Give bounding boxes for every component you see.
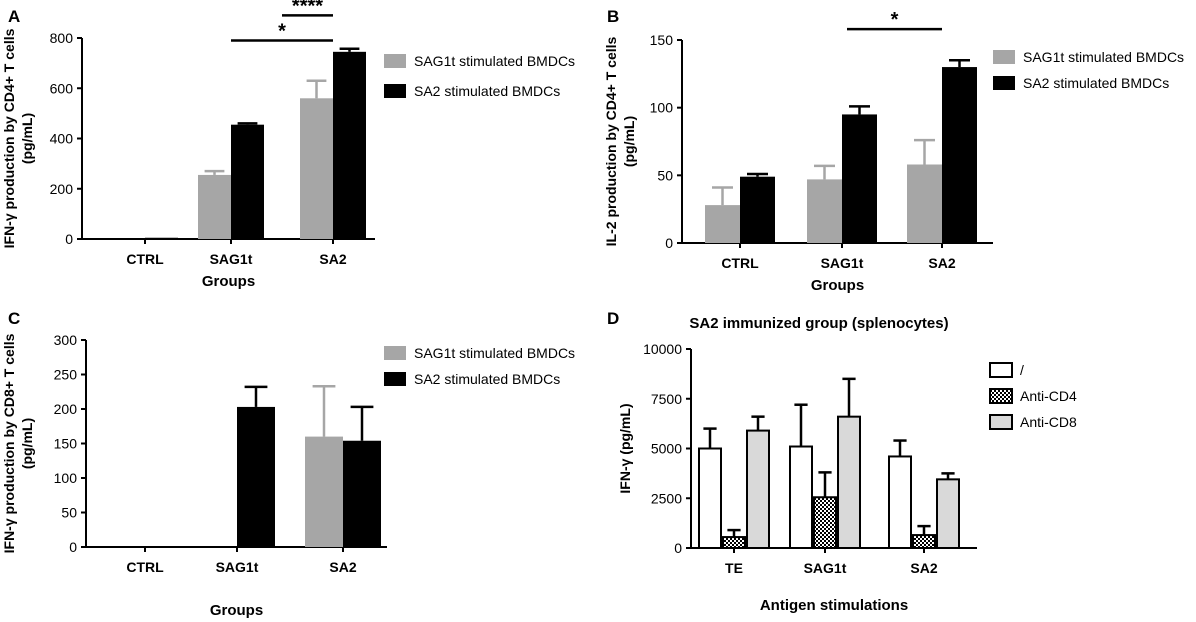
panel-d-x-axis-label: Antigen stimulations	[760, 597, 908, 614]
chart-panel-c: 0 50 100 150 200 250 300 CTRL SAG1t SA2 Groups IFN-…	[1, 332, 575, 619]
panel-c-legend-label-sa2-stimulated-bmdcs: SA2 stimulated BMDCs	[414, 371, 560, 387]
panel-a-bar-sag1t-stimulated-bmdcs-sa2	[300, 98, 333, 239]
panel-c-x-tick-label-sa2: SA2	[329, 559, 356, 575]
panel-c-bar-sag1t-stimulated-bmdcs-sa2	[305, 436, 343, 547]
panel-b-bar-sa2-stimulated-bmdcs-sa2	[942, 67, 977, 243]
panel-d-bar-anti-cd8-sag1t	[837, 415, 861, 549]
panel-a-x-tick-label-sag1t: SAG1t	[210, 251, 253, 267]
panel-d-y-tick-label: 0	[674, 540, 682, 556]
panel-a-significance-label-1: ****	[292, 0, 323, 17]
panel-a-y-axis-label: IFN-γ production by CD4+ T cells	[1, 28, 17, 248]
panel-a-legend-label-sag1t-stimulated-bmdcs: SAG1t stimulated BMDCs	[414, 53, 575, 69]
panel-a-legend-swatch-sa2-stimulated-bmdcs	[384, 84, 406, 98]
panel-b-legend-swatch-sag1t-stimulated-bmdcs	[993, 50, 1015, 64]
panel-d-bar-anti-cd4-sag1t	[813, 496, 837, 550]
panel-d-bar-anti-cd8-sa2	[936, 478, 960, 549]
panel-a-bar-sag1t-stimulated-bmdcs-sag1t	[198, 174, 231, 239]
panel-label-c: C	[8, 309, 20, 328]
panel-d-bar-none-te	[698, 447, 722, 549]
panel-d-legend-label-anti-cd8: Anti-CD8	[1020, 414, 1077, 430]
panel-b-legend-label-sag1t-stimulated-bmdcs: SAG1t stimulated BMDCs	[1023, 49, 1184, 65]
panel-b-bar-sag1t-stimulated-bmdcs-sa2	[907, 164, 942, 243]
panel-c-x-axis-label: Groups	[210, 602, 263, 619]
panel-c-y-tick-label: 100	[54, 470, 78, 486]
panel-b-y-axis-label: (pg/mL)	[621, 116, 637, 167]
panel-b-y-tick-label: 100	[650, 100, 674, 116]
panel-d-bar-anti-cd4-te	[722, 536, 746, 549]
panel-c-y-axis-label: (pg/mL)	[19, 418, 35, 469]
panel-b-y-tick-label: 0	[665, 235, 673, 251]
panel-d-legend-swatch-anti-cd4	[989, 388, 1013, 404]
chart-panel-b: 0 50 100 150 CTRL SAG1t SA2 Groups IL-2 producti…	[603, 9, 1184, 294]
panel-b-y-axis-label: IL-2 production by CD4+ T cells	[603, 36, 619, 246]
panel-d-y-axis-label: IFN-γ (pg/mL)	[617, 403, 633, 493]
panel-label-d: D	[607, 309, 619, 328]
panel-c-y-tick-label: 50	[61, 505, 77, 521]
panel-c-y-tick-label: 150	[54, 436, 78, 452]
panel-b-x-tick-label-sa2: SA2	[928, 255, 955, 271]
panel-a-bar-sa2-stimulated-bmdcs-ctrl	[145, 237, 178, 239]
panel-a-bar-sa2-stimulated-bmdcs-sag1t	[231, 124, 264, 239]
panel-b-bar-sag1t-stimulated-bmdcs-sag1t	[807, 179, 842, 243]
panel-d-y-tick-label: 5000	[651, 441, 682, 457]
panel-b-significance-label-0: *	[891, 9, 899, 31]
panel-a-y-axis-label: (pg/mL)	[19, 113, 35, 164]
panel-c-legend-label-sag1t-stimulated-bmdcs: SAG1t stimulated BMDCs	[414, 345, 575, 361]
panel-a-y-tick-label: 600	[50, 80, 74, 96]
panel-c-bar-sa2-stimulated-bmdcs-sa2	[343, 440, 381, 547]
panel-d-y-tick-label: 7500	[651, 391, 682, 407]
panel-a-y-tick-label: 800	[50, 30, 74, 46]
panel-d-bar-none-sa2	[888, 455, 912, 549]
panel-c-x-tick-label-sag1t: SAG1t	[216, 559, 259, 575]
panel-a-legend-swatch-sag1t-stimulated-bmdcs	[384, 54, 406, 68]
panel-c-y-tick-label: 200	[54, 401, 78, 417]
panel-label-b: B	[607, 7, 619, 26]
panel-a-significance-label-0: *	[278, 21, 286, 43]
panel-a-y-tick-label: 0	[65, 231, 73, 247]
panel-c-legend-swatch-sa2-stimulated-bmdcs	[384, 372, 406, 386]
panel-c-bar-sa2-stimulated-bmdcs-sag1t	[237, 406, 275, 547]
chart-panel-d: SA2 immunized group (splenocytes) 0 2500 50…	[617, 315, 1077, 614]
panel-d-legend-swatch-anti-cd8	[989, 414, 1013, 430]
panel-b-x-tick-label-sag1t: SAG1t	[821, 255, 864, 271]
panel-d-bar-none-sag1t	[789, 445, 813, 550]
panel-a-x-axis-label: Groups	[202, 273, 255, 290]
panel-label-a: A	[8, 7, 20, 26]
panel-d-bar-anti-cd4-sa2	[912, 534, 936, 550]
panel-b-y-tick-label: 50	[657, 167, 673, 183]
panel-c-x-tick-label-ctrl: CTRL	[126, 559, 164, 575]
panel-a-y-tick-label: 200	[50, 181, 74, 197]
panel-d-x-tick-label-te: TE	[725, 560, 743, 576]
panel-d-legend-label-anti-cd4: Anti-CD4	[1020, 388, 1077, 404]
panel-a-legend-label-sa2-stimulated-bmdcs: SA2 stimulated BMDCs	[414, 83, 560, 99]
panel-b-bar-sag1t-stimulated-bmdcs-ctrl	[705, 205, 740, 243]
panel-a-y-tick-label: 400	[50, 131, 74, 147]
panel-a-x-tick-label-ctrl: CTRL	[126, 251, 164, 267]
panel-d-x-tick-label-sag1t: SAG1t	[804, 560, 847, 576]
panel-d-bar-anti-cd8-te	[746, 429, 770, 549]
panel-c-y-tick-label: 250	[54, 367, 78, 383]
panel-d-x-tick-label-sa2: SA2	[910, 560, 937, 576]
panel-b-y-tick-label: 150	[650, 32, 674, 48]
panel-d-y-tick-label: 10000	[643, 341, 682, 357]
panel-c-y-axis-label: IFN-γ production by CD8+ T cells	[1, 333, 17, 553]
panel-c-legend-swatch-sag1t-stimulated-bmdcs	[384, 346, 406, 360]
panel-d-y-tick-label: 2500	[651, 490, 682, 506]
panel-b-bar-sa2-stimulated-bmdcs-sag1t	[842, 114, 877, 243]
panel-b-x-tick-label-ctrl: CTRL	[721, 255, 759, 271]
panel-d-title: SA2 immunized group (splenocytes)	[689, 315, 948, 332]
panel-d-legend-swatch-none	[989, 362, 1013, 378]
panel-a-x-tick-label-sa2: SA2	[319, 251, 346, 267]
panel-b-legend-swatch-sa2-stimulated-bmdcs	[993, 76, 1015, 90]
panel-c-y-tick-label: 300	[54, 332, 78, 348]
panel-d-legend-label-none: /	[1020, 362, 1024, 378]
panel-a-bar-sa2-stimulated-bmdcs-sa2	[333, 51, 366, 239]
panel-b-x-axis-label: Groups	[811, 277, 864, 294]
panel-c-y-tick-label: 0	[69, 539, 77, 555]
panel-b-legend-label-sa2-stimulated-bmdcs: SA2 stimulated BMDCs	[1023, 75, 1169, 91]
chart-panel-a: 0 200 400 600 800 CTRL SAG1t SA2 Groups IFN-γ pro…	[1, 0, 575, 290]
panel-b-bar-sa2-stimulated-bmdcs-ctrl	[740, 176, 775, 243]
